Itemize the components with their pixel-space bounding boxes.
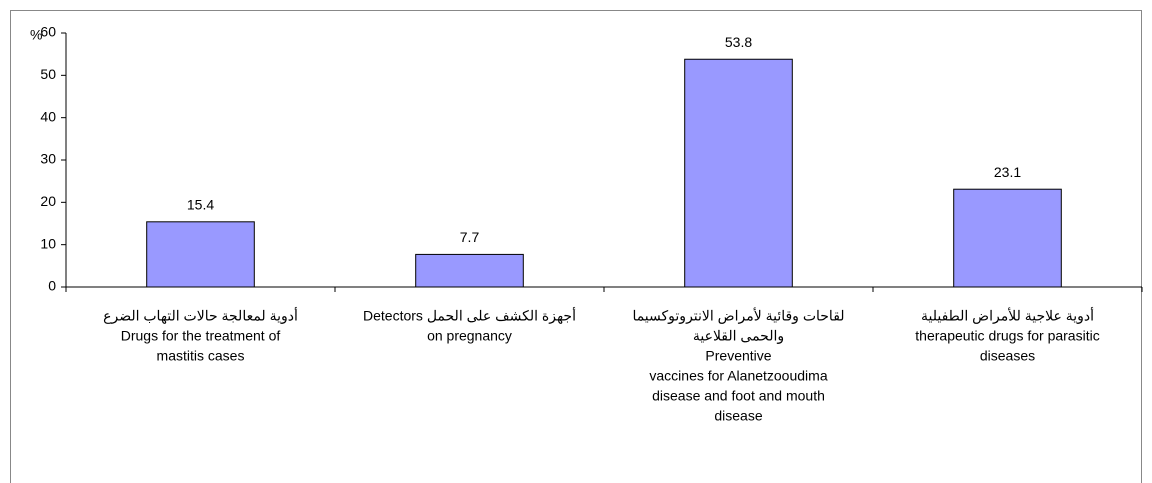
x-tick-label: والحمى القلاعية xyxy=(693,328,784,345)
x-tick-label: أدوية علاجية للأمراض الطفيلية xyxy=(921,306,1094,325)
bar xyxy=(953,188,1062,288)
y-tick-label: 0 xyxy=(48,278,56,294)
x-tick-label: لقاحات وقائية لأمراض الانتروتوكسيما xyxy=(632,307,844,325)
value-label: 7.7 xyxy=(460,229,480,245)
y-axis-label: % xyxy=(30,27,42,43)
x-tick-label: Drugs for the treatment of xyxy=(121,328,281,344)
value-label: 15.4 xyxy=(187,197,214,213)
y-tick-label: 40 xyxy=(40,108,56,124)
value-label: 23.1 xyxy=(994,164,1021,180)
bar xyxy=(146,221,255,288)
y-tick-label: 60 xyxy=(40,24,56,40)
y-tick-label: 10 xyxy=(40,235,56,251)
y-tick-label: 50 xyxy=(40,66,56,82)
y-tick-label: 30 xyxy=(40,151,56,167)
x-tick-label: vaccines for Alanetzooudima xyxy=(649,368,827,384)
x-tick-label: أجهزة الكشف على الحمل Detectors xyxy=(363,306,576,325)
x-tick-label: therapeutic drugs for parasitic xyxy=(915,328,1099,344)
x-tick-label: disease xyxy=(714,408,762,424)
x-tick-label: disease and foot and mouth xyxy=(652,388,825,404)
bar xyxy=(415,253,524,288)
x-tick-label: أدوية لمعالجة حالات التهاب الضرع xyxy=(103,306,298,325)
x-tick-label: diseases xyxy=(980,348,1035,364)
x-tick-label: Preventive xyxy=(705,348,771,364)
value-label: 53.8 xyxy=(725,34,752,50)
bar xyxy=(684,58,793,288)
x-tick-label: mastitis cases xyxy=(157,348,245,364)
y-tick-label: 20 xyxy=(40,193,56,209)
x-tick-label: on pregnancy xyxy=(427,328,512,344)
